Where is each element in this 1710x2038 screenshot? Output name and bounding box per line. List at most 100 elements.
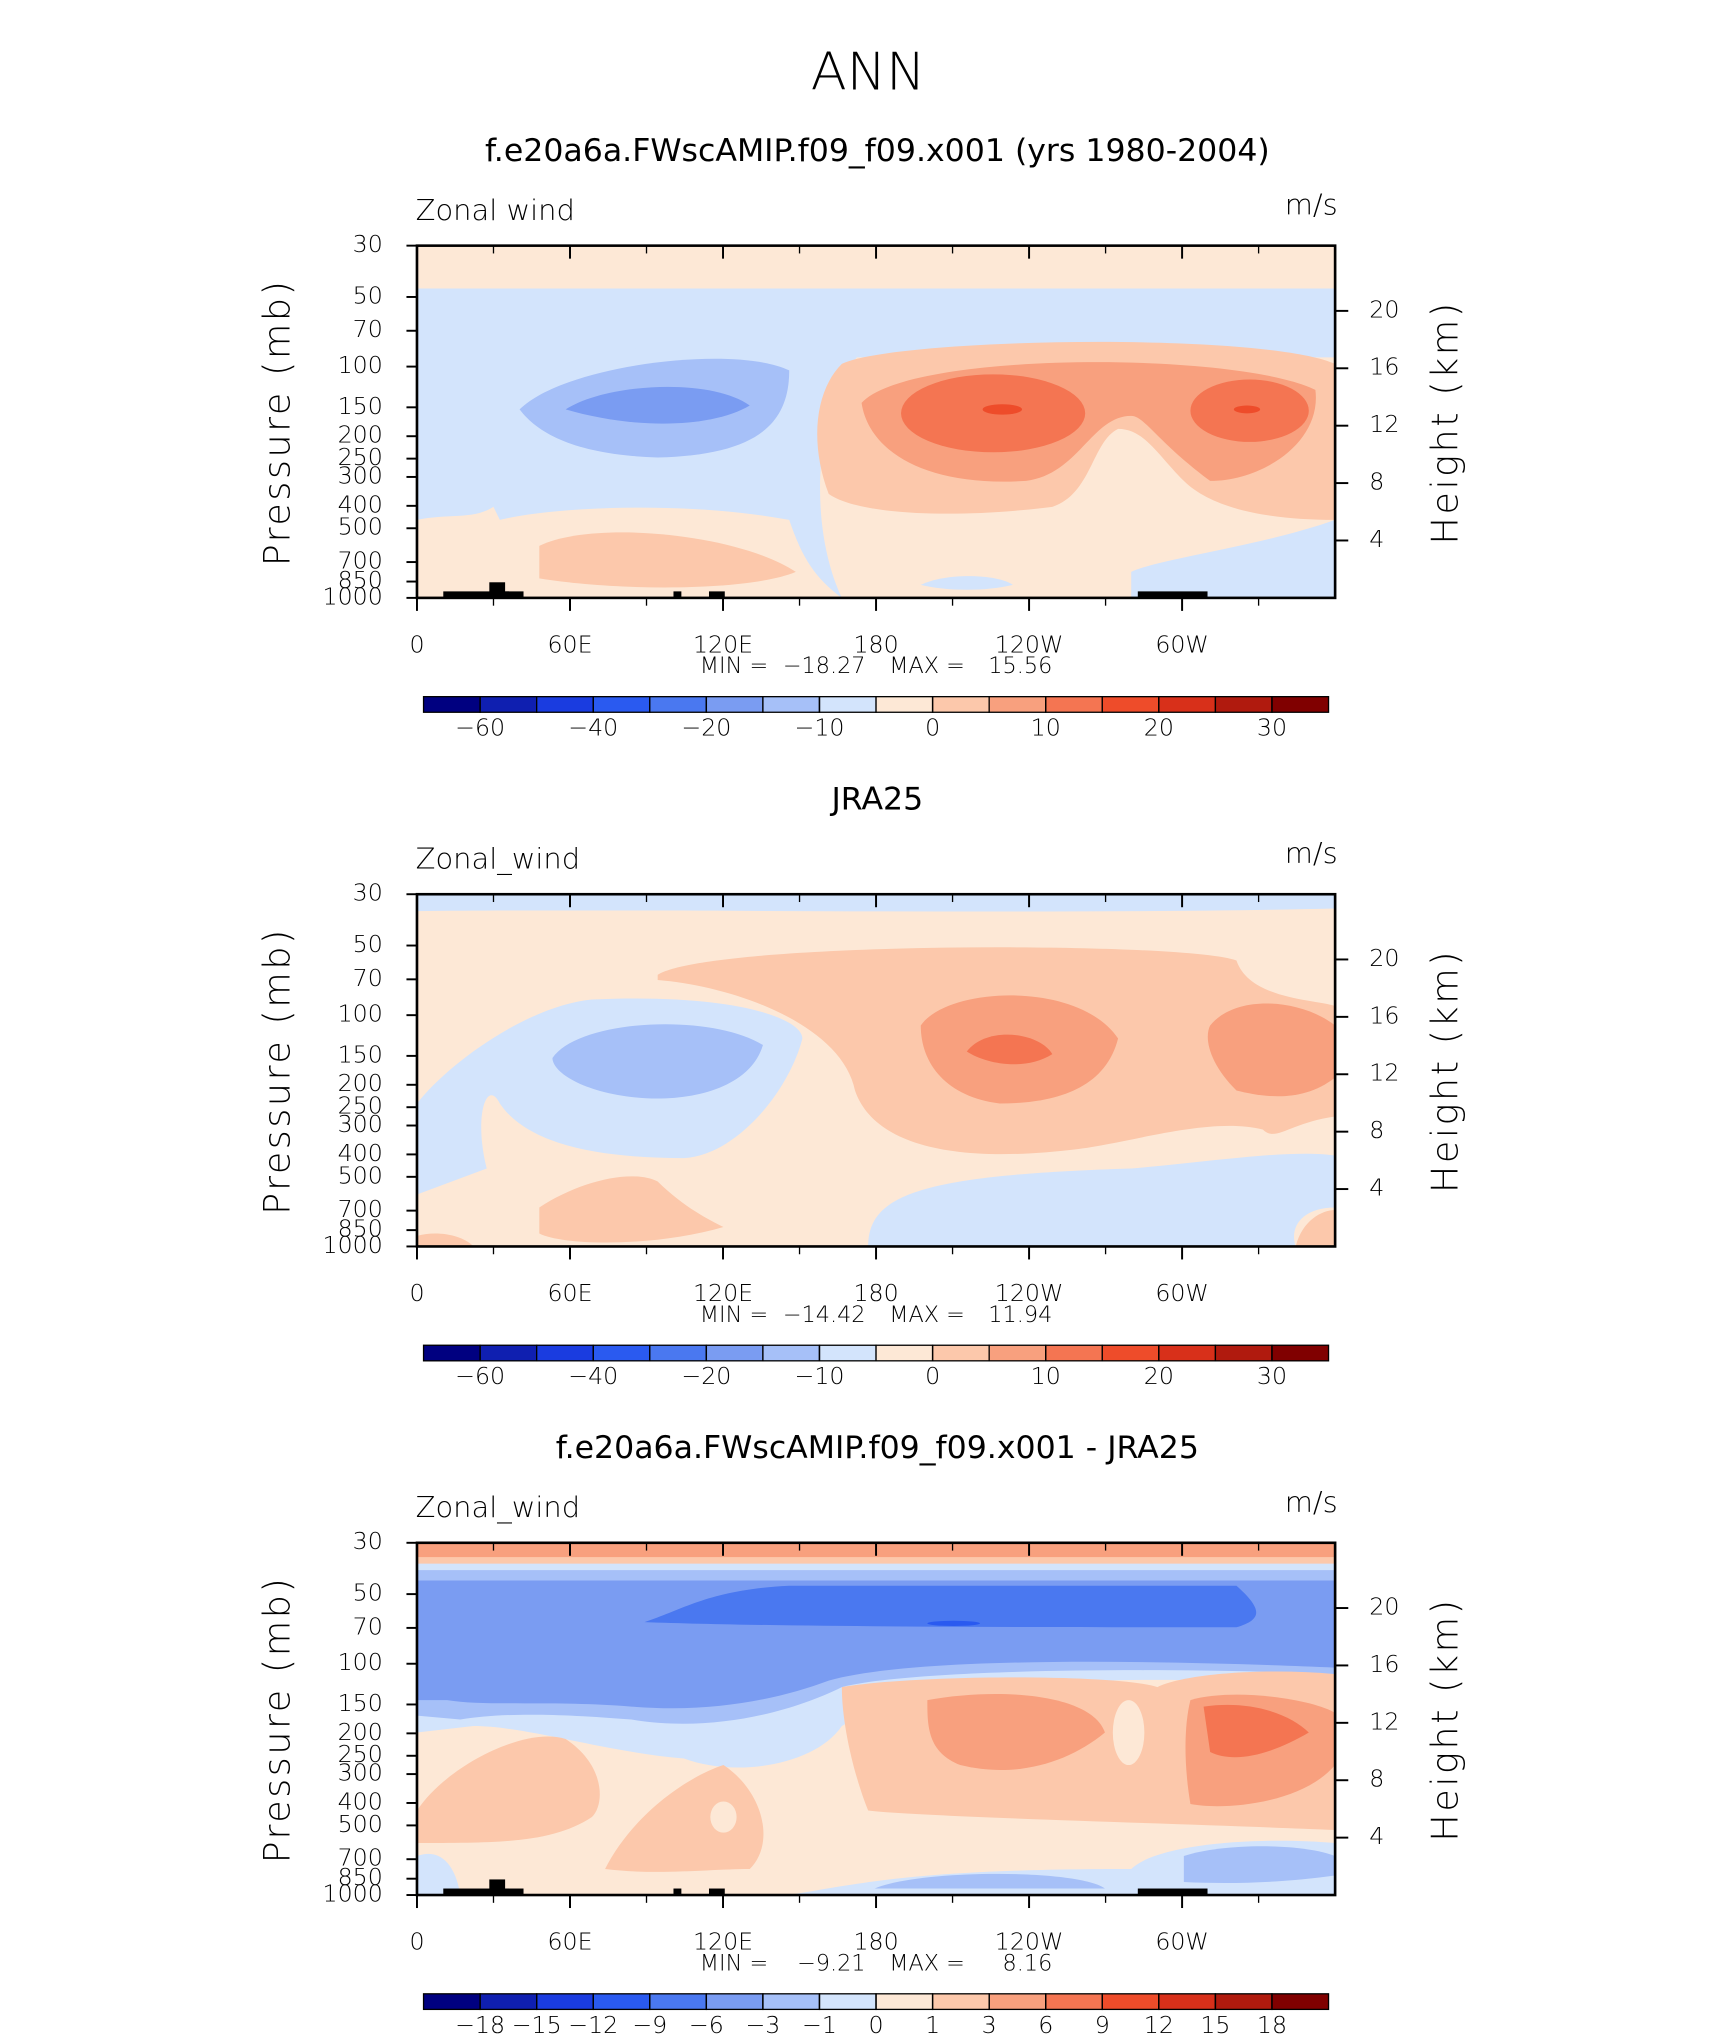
x-tick-label: 60W [1155, 631, 1209, 659]
y-tick-label: 1000 [323, 1880, 383, 1908]
colorbar-box [705, 1344, 764, 1362]
colorbar-label: −10 [795, 1362, 845, 1390]
colorbar-box [931, 1344, 990, 1362]
colorbar-label: −10 [795, 714, 845, 742]
colorbar-box [422, 1993, 481, 2011]
colorbar-box [875, 696, 934, 713]
colorbar-box [705, 1993, 764, 2011]
colorbar-box [536, 696, 594, 713]
colorbar-box [1214, 1993, 1273, 2011]
min-value: −9.21 [797, 1950, 865, 1976]
x-tick-label: 180 [853, 631, 898, 659]
y-tick-label: 70 [353, 315, 383, 343]
colorbar-box [592, 1344, 651, 1362]
colorbar-box [875, 1993, 934, 2011]
y2-tick-label: 4 [1369, 1174, 1384, 1202]
field-label: Zonal wind [416, 193, 575, 227]
colorbar-box [1271, 1993, 1330, 2011]
x-tick-label: 180 [853, 1279, 898, 1307]
min-label: MIN = [700, 1302, 768, 1328]
x-tick-label: 180 [853, 1928, 898, 1956]
y-tick-label: 850 [338, 566, 383, 594]
colorbar-label: 18 [1257, 2011, 1287, 2038]
units-label: m/s [1285, 1485, 1338, 1519]
colorbar-box [705, 696, 764, 713]
y-axis-label: Pressure (mb) [255, 279, 298, 567]
x-tick-label: 60E [547, 1279, 592, 1307]
y-tick-label: 250 [338, 443, 383, 471]
colorbar-box [931, 696, 990, 713]
colorbar-label: 30 [1257, 714, 1287, 742]
max-value: 11.94 [988, 1302, 1052, 1328]
colorbar-box [762, 1993, 821, 2011]
y-tick-label: 250 [338, 1092, 383, 1120]
field-label: Zonal_wind [416, 842, 580, 877]
colorbar-box [988, 696, 1047, 713]
y-tick-label: 500 [338, 1810, 383, 1838]
y-tick-label: 150 [338, 392, 383, 420]
y-tick-label: 250 [338, 1740, 383, 1768]
colorbar-box [1214, 1344, 1273, 1362]
y2-tick-label: 8 [1369, 1765, 1384, 1793]
colorbar-box [1158, 1993, 1217, 2011]
colorbar-box [762, 1344, 821, 1362]
y2-tick-label: 16 [1369, 1001, 1399, 1029]
y2-tick-label: 16 [1369, 1650, 1399, 1678]
max-label: MAX = [889, 1950, 965, 1976]
x-tick-label: 120W [995, 1928, 1064, 1956]
colorbar-label: −12 [568, 2011, 618, 2038]
y2-tick-label: 8 [1369, 1116, 1384, 1144]
panel-title: f.e20a6a.FWscAMIP.f09_f09.x001 - JRA25 [556, 1430, 1199, 1466]
x-tick-label: 120W [995, 631, 1064, 659]
y2-tick-label: 12 [1369, 1707, 1399, 1735]
x-tick-label: 60W [1155, 1928, 1209, 1956]
colorbar-label: 9 [1095, 2011, 1110, 2038]
units-label: m/s [1285, 188, 1338, 222]
units-label: m/s [1285, 836, 1338, 870]
colorbar-label: 20 [1144, 1362, 1174, 1390]
colorbar-label: 6 [1038, 2011, 1053, 2038]
y-tick-label: 50 [353, 930, 383, 958]
colorbar-box [479, 696, 538, 713]
figure-title: ANN [811, 42, 926, 103]
colorbar-box [1271, 1344, 1330, 1362]
y2-tick-label: 20 [1369, 944, 1399, 972]
y-tick-label: 100 [338, 351, 383, 379]
x-tick-label: 0 [409, 1279, 424, 1307]
min-label: MIN = [700, 1950, 768, 1976]
y-tick-label: 850 [338, 1215, 383, 1243]
colorbar-box [818, 696, 877, 713]
colorbar-box [818, 1344, 877, 1362]
y-tick-label: 30 [353, 879, 383, 907]
y2-tick-label: 4 [1369, 1822, 1384, 1850]
colorbar-box [422, 696, 481, 713]
colorbar-label: 1 [925, 2011, 940, 2038]
colorbar-box [818, 1993, 877, 2011]
y-tick-label: 1000 [323, 1231, 383, 1259]
y-tick-label: 100 [338, 1000, 383, 1028]
colorbar-label: −60 [455, 1362, 505, 1390]
y-tick-label: 50 [353, 282, 383, 310]
colorbar-box [1271, 696, 1330, 713]
min-value: −14.42 [783, 1302, 866, 1328]
colorbar-box [536, 1344, 594, 1362]
colorbar-box [592, 1993, 651, 2011]
colorbar-label: −1 [802, 2011, 837, 2038]
colorbar-box [479, 1993, 538, 2011]
panel-title: JRA25 [829, 782, 923, 818]
y-tick-label: 700 [338, 547, 383, 575]
colorbar-label: −60 [455, 714, 505, 742]
contour-fill [416, 1542, 1336, 1896]
colorbar-box [1101, 1344, 1160, 1362]
colorbar-box [536, 1993, 594, 2011]
colorbar-label: −9 [632, 2011, 667, 2038]
y-tick-label: 300 [338, 1759, 383, 1787]
x-tick-label: 0 [409, 1928, 424, 1956]
y-tick-label: 1000 [323, 582, 383, 610]
y-tick-label: 100 [338, 1648, 383, 1676]
colorbar-label: 10 [1031, 1362, 1061, 1390]
colorbar-box [649, 696, 708, 713]
